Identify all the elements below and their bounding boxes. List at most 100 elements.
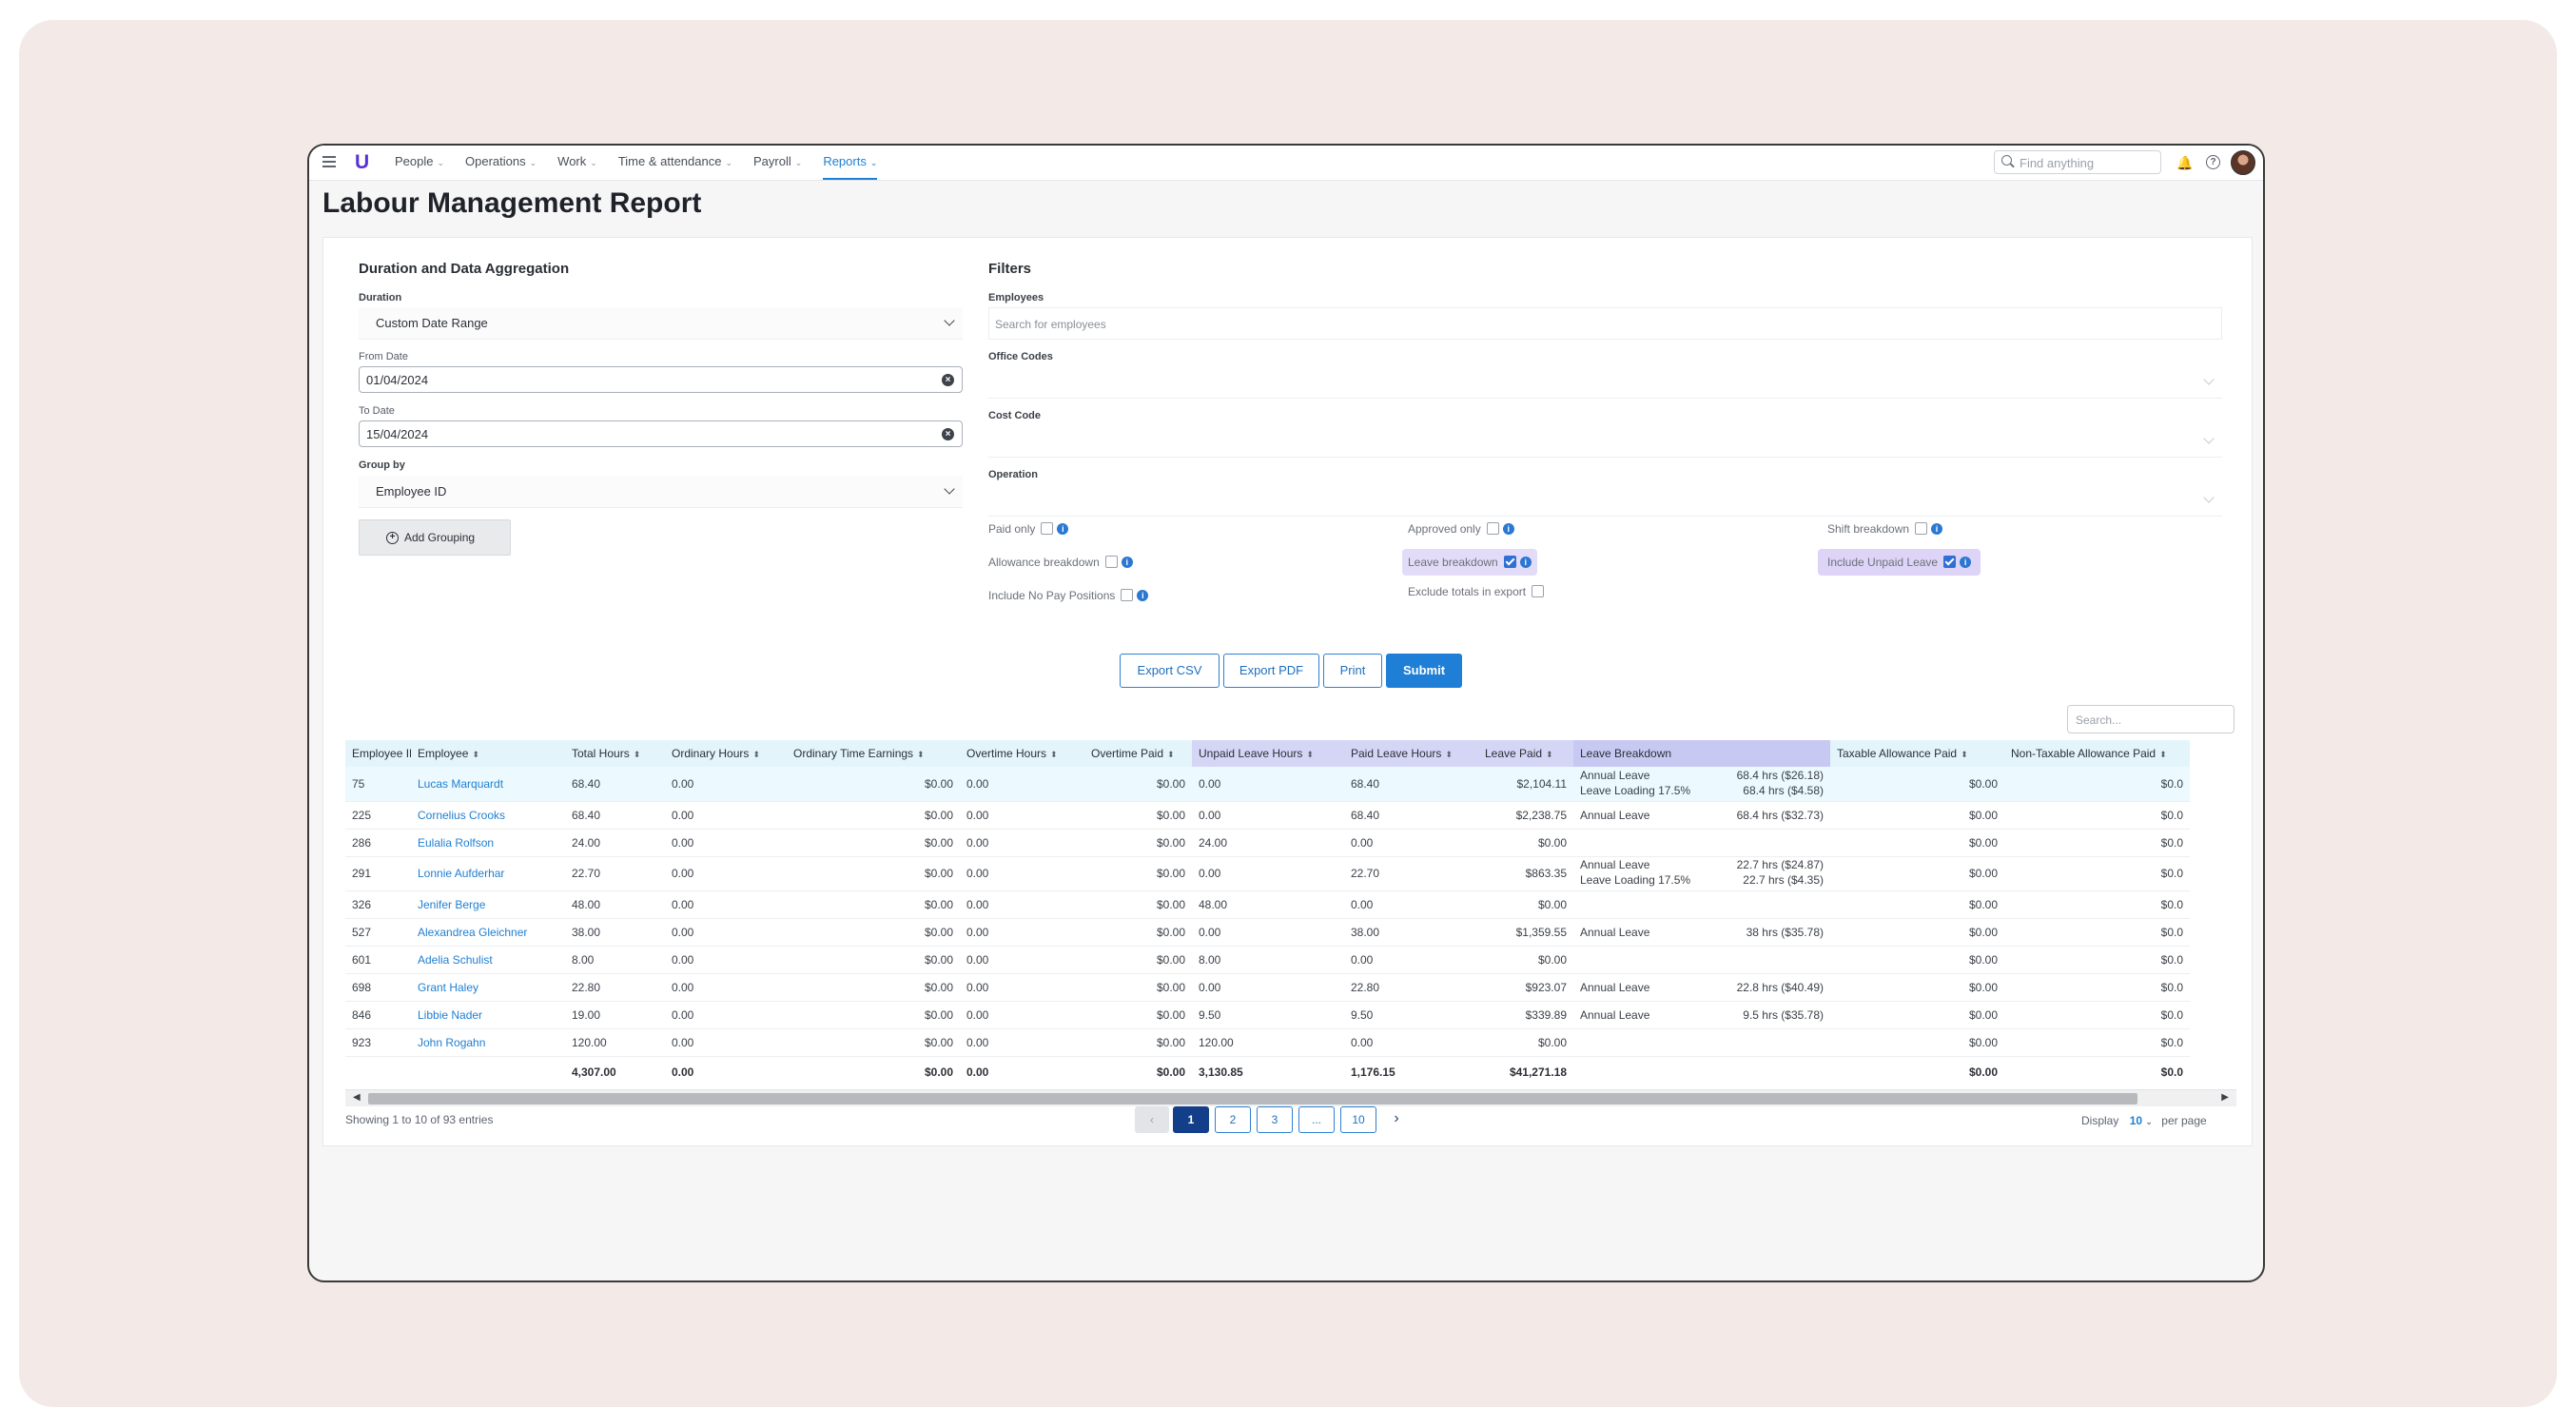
app-logo[interactable]: U [355,151,370,173]
column-header-total-hours[interactable]: Total Hours ⬍ [565,740,665,767]
notification-bell-icon[interactable]: 🔔 [2176,155,2194,170]
employee-link[interactable]: Alexandrea Gleichner [418,926,528,939]
shift-breakdown-option[interactable]: Shift breakdown i [1827,516,1943,542]
sort-icon[interactable]: ⬍ [917,750,925,759]
add-grouping-button[interactable]: + Add Grouping [359,519,511,556]
cost-code-select[interactable] [988,425,2222,458]
global-search-input[interactable]: Find anything [1994,150,2161,174]
include-no-pay-option[interactable]: Include No Pay Positions i [988,582,1149,609]
allowance-breakdown-option[interactable]: Allowance breakdown i [988,549,1133,576]
exclude-totals-checkbox[interactable] [1532,585,1545,598]
horizontal-scrollbar[interactable]: ◀ ▶ [345,1089,2236,1106]
column-header-overtime-paid[interactable]: Overtime Paid ⬍ [1084,740,1192,767]
paid-only-checkbox[interactable] [1041,522,1054,536]
approved-only-option[interactable]: Approved only i [1408,516,1514,542]
nav-item-operations[interactable]: Operations ⌄ [465,146,537,180]
include-no-pay-checkbox[interactable] [1121,589,1134,602]
allowance-breakdown-checkbox[interactable] [1104,556,1118,569]
column-header-non-taxable-allowance-paid[interactable]: Non-Taxable Allowance Paid ⬍ [2004,740,2190,767]
exclude-totals-option[interactable]: Exclude totals in export [1408,578,1545,605]
info-icon[interactable]: i [1502,522,1514,535]
employee-link[interactable]: Cornelius Crooks [418,809,506,822]
scrollbar-thumb[interactable] [368,1093,2137,1104]
page-button-2[interactable]: 2 [1215,1106,1251,1133]
sort-icon[interactable]: ⬍ [1167,750,1175,759]
chevron-down-icon: ⌄ [725,158,733,167]
sort-icon[interactable]: ⬍ [472,750,479,759]
shift-breakdown-checkbox[interactable] [1915,522,1928,536]
page-size-select[interactable]: 10 ⌄ [2130,1114,2153,1127]
employee-link[interactable]: Grant Haley [418,981,479,994]
info-icon[interactable]: i [1121,556,1133,568]
nav-item-people[interactable]: People ⌄ [395,146,444,180]
info-icon[interactable]: i [1931,522,1943,535]
sort-icon[interactable]: ⬍ [633,750,641,759]
scroll-left-icon[interactable]: ◀ [353,1092,361,1103]
group-by-select[interactable]: Employee ID [359,476,963,508]
employee-link[interactable]: John Rogahn [418,1036,486,1049]
column-header-ordinary-hours[interactable]: Ordinary Hours ⬍ [665,740,787,767]
print-button[interactable]: Print [1323,654,1382,688]
next-page-button[interactable]: › [1394,1110,1399,1126]
table-cell-ord: 0.00 [672,898,694,911]
office-codes-select[interactable] [988,366,2222,399]
column-header-employee-id[interactable]: Employee ID⬍ [345,740,411,767]
avatar[interactable] [2231,150,2255,175]
page-button-3[interactable]: 3 [1257,1106,1293,1133]
employee-link[interactable]: Adelia Schulist [418,953,493,967]
column-header-employee[interactable]: Employee ⬍ [411,740,565,767]
table-search-input[interactable]: Search... [2067,705,2234,733]
submit-button[interactable]: Submit [1386,654,1462,688]
info-icon[interactable]: i [1057,522,1069,535]
page-button-1[interactable]: 1 [1173,1106,1209,1133]
scroll-right-icon[interactable]: ▶ [2221,1092,2229,1103]
page-button-ellipsis[interactable]: ... [1298,1106,1335,1133]
include-unpaid-leave-option[interactable]: Include Unpaid Leave i [1818,549,1981,576]
duration-select[interactable]: Custom Date Range [359,307,963,340]
sort-icon[interactable]: ⬍ [1546,750,1553,759]
help-icon[interactable]: ? [2206,155,2220,169]
employee-link[interactable]: Eulalia Rolfson [418,836,495,850]
info-icon[interactable]: i [1960,556,1972,568]
info-icon[interactable]: i [1519,556,1532,568]
paid-only-option[interactable]: Paid only i [988,516,1069,542]
export-pdf-button[interactable]: Export PDF [1223,654,1319,688]
employee-link[interactable]: Lonnie Aufderhar [418,867,505,880]
from-date-input[interactable]: 01/04/2024 × [359,366,963,393]
page-button-10[interactable]: 10 [1340,1106,1376,1133]
column-header-unpaid-leave-hours[interactable]: Unpaid Leave Hours ⬍ [1192,740,1344,767]
operation-select[interactable] [988,484,2222,517]
column-header-leave-paid[interactable]: Leave Paid ⬍ [1478,740,1573,767]
employees-search-input[interactable]: Search for employees [988,307,2222,340]
sort-icon[interactable]: ⬍ [1445,750,1453,759]
sort-icon[interactable]: ⬍ [2159,750,2167,759]
column-header-ordinary-time-earnings[interactable]: Ordinary Time Earnings ⬍ [787,740,960,767]
nav-item-payroll[interactable]: Payroll ⌄ [753,146,802,180]
sort-icon[interactable]: ⬍ [1050,750,1058,759]
info-icon[interactable]: i [1137,589,1149,601]
employee-link[interactable]: Lucas Marquardt [418,777,504,791]
employee-link[interactable]: Libbie Nader [418,1008,483,1022]
approved-only-checkbox[interactable] [1486,522,1499,536]
nav-item-work[interactable]: Work ⌄ [557,146,597,180]
clear-icon[interactable]: × [942,374,954,386]
table-cell-otp: $0.00 [1156,836,1185,850]
column-header-taxable-allowance-paid[interactable]: Taxable Allowance Paid ⬍ [1830,740,2004,767]
export-csv-button[interactable]: Export CSV [1120,654,1220,688]
hamburger-menu-icon[interactable] [322,156,336,167]
leave-breakdown-option[interactable]: Leave breakdown i [1402,549,1537,576]
nav-item-reports[interactable]: Reports ⌄ [823,146,878,180]
include-unpaid-leave-checkbox[interactable] [1943,556,1957,569]
nav-item-time-attendance[interactable]: Time & attendance ⌄ [618,146,732,180]
sort-icon[interactable]: ⬍ [1306,750,1314,759]
employee-link[interactable]: Jenifer Berge [418,898,486,911]
prev-page-button[interactable]: ‹ [1135,1106,1169,1133]
sort-icon[interactable]: ⬍ [752,750,760,759]
sort-icon[interactable]: ⬍ [1961,750,1968,759]
clear-icon[interactable]: × [942,428,954,440]
column-header-leave-breakdown[interactable]: Leave Breakdown [1573,740,1830,767]
column-header-overtime-hours[interactable]: Overtime Hours ⬍ [960,740,1084,767]
column-header-paid-leave-hours[interactable]: Paid Leave Hours ⬍ [1344,740,1478,767]
leave-breakdown-checkbox[interactable] [1503,556,1516,569]
to-date-input[interactable]: 15/04/2024 × [359,420,963,447]
